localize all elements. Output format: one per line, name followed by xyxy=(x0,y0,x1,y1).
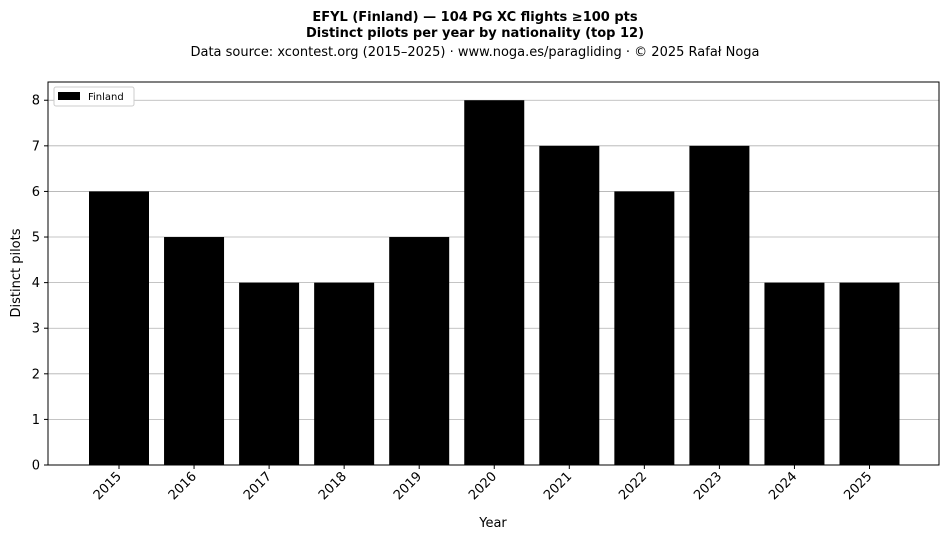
bar-2021 xyxy=(539,145,600,466)
bar-2020 xyxy=(464,100,525,465)
bar-2017 xyxy=(239,282,300,465)
x-axis-label: Year xyxy=(478,516,507,531)
chart-title-line1: EFYL (Finland) — 104 PG XC flights ≥100 … xyxy=(312,10,638,25)
chart-title-line2: Distinct pilots per year by nationality … xyxy=(306,26,644,41)
x-tick-label-2021: 2021 xyxy=(541,469,575,503)
x-tick-label-2015: 2015 xyxy=(91,469,125,503)
bar-2016 xyxy=(164,237,225,465)
x-tick-label-2017: 2017 xyxy=(241,469,275,503)
legend-label-finland: Finland xyxy=(88,92,124,103)
x-tick-label-2024: 2024 xyxy=(766,469,800,503)
y-tick-label-7: 7 xyxy=(32,139,40,154)
bar-layer xyxy=(89,100,900,466)
x-tick-label-2022: 2022 xyxy=(616,469,650,503)
legend-frame xyxy=(53,86,135,107)
bar-2015 xyxy=(89,191,149,465)
x-tick-label-2019: 2019 xyxy=(391,469,425,503)
x-tick-label-2016: 2016 xyxy=(166,469,200,503)
y-tick-label-1: 1 xyxy=(32,413,40,428)
y-tick-label-4: 4 xyxy=(32,276,40,291)
chart-subtitle: Data source: xcontest.org (2015–2025) · … xyxy=(190,45,759,60)
y-tick-label-5: 5 xyxy=(32,231,40,246)
bar-2023 xyxy=(689,145,750,466)
x-tick-label-2025: 2025 xyxy=(841,469,875,503)
bar-2018 xyxy=(314,282,375,465)
x-tick-label-2020: 2020 xyxy=(466,469,500,503)
bar-2024 xyxy=(764,282,825,465)
bar-2019 xyxy=(389,237,450,465)
bar-2022 xyxy=(614,191,675,465)
y-axis-label: Distinct pilots xyxy=(9,228,24,317)
bar-2025 xyxy=(839,282,900,465)
y-tick-label-3: 3 xyxy=(32,322,40,337)
y-tick-label-0: 0 xyxy=(32,459,40,474)
x-tick-label-2023: 2023 xyxy=(691,469,725,503)
legend: Finland xyxy=(53,86,135,107)
legend-swatch xyxy=(58,92,80,100)
plot-frame xyxy=(47,81,940,466)
x-tick-label-2018: 2018 xyxy=(316,469,350,503)
y-tick-label-8: 8 xyxy=(32,94,40,109)
y-tick-label-2: 2 xyxy=(32,367,40,382)
y-tick-label-6: 6 xyxy=(32,185,40,200)
